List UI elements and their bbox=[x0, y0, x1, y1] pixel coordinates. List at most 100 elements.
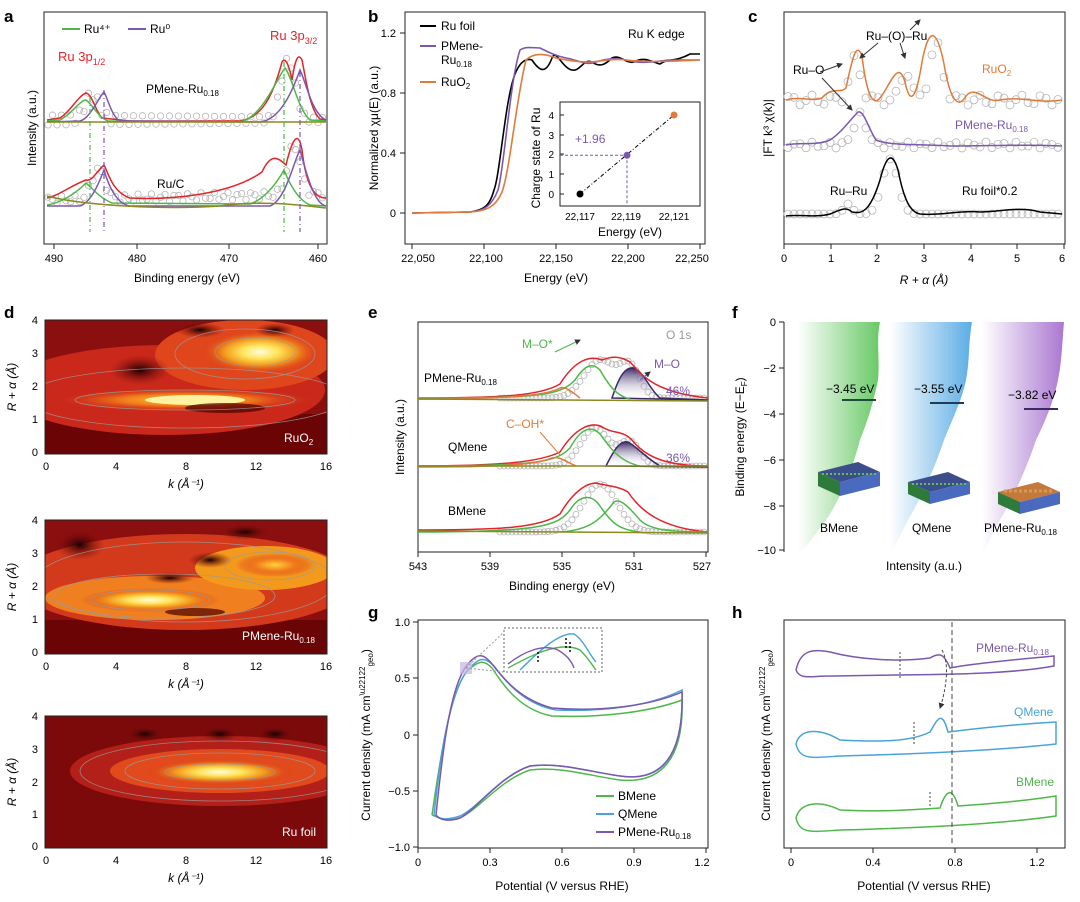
ytick-d1-3: 3 bbox=[32, 348, 38, 360]
exafs-point bbox=[837, 138, 847, 148]
panel-letter-b: b bbox=[368, 7, 378, 26]
curves-e bbox=[417, 356, 709, 534]
panel-letter-f: f bbox=[732, 303, 738, 322]
xps-o1s-point bbox=[612, 361, 620, 368]
xps-o1s-point bbox=[552, 526, 560, 534]
exafs-point bbox=[789, 209, 799, 219]
xlabel-f: Intensity (a.u.) bbox=[886, 559, 962, 573]
xps-ru3p-point bbox=[251, 191, 259, 199]
label-b-edge: Ru K edge bbox=[628, 27, 685, 41]
ytick-d2-4: 4 bbox=[32, 515, 38, 527]
xps-ru3p-point bbox=[129, 112, 138, 120]
ytick-g-1: −0.5 bbox=[388, 786, 410, 798]
xtick-h-2: 0.8 bbox=[947, 857, 962, 869]
xps-ru3p-point bbox=[237, 113, 246, 121]
exafs-point bbox=[891, 141, 901, 151]
xps-ru3p-point bbox=[120, 191, 129, 199]
xps-ru3p-point bbox=[246, 113, 255, 121]
exafs-point bbox=[915, 90, 925, 100]
name-f-pmene: PMene-Ru0.18 bbox=[984, 521, 1057, 537]
xps-ru3p-point bbox=[201, 194, 210, 202]
xps-o1s-point bbox=[640, 526, 648, 534]
exafs-point bbox=[861, 93, 871, 103]
ticks-a bbox=[53, 244, 319, 249]
xps-ru3p-point bbox=[273, 93, 282, 101]
xtick-c-6: 6 bbox=[1059, 253, 1065, 265]
exafs-point bbox=[819, 99, 829, 109]
ytick-d2-3: 3 bbox=[32, 548, 38, 560]
exafs-point bbox=[999, 93, 1009, 103]
ytick-b-2: 0.8 bbox=[381, 88, 396, 100]
xtick-g-1: 0.3 bbox=[482, 857, 497, 869]
exafs-point bbox=[987, 209, 997, 219]
exafs-point bbox=[1005, 143, 1015, 153]
xps-ru3p-point bbox=[206, 194, 214, 203]
xtick-d3-2: 8 bbox=[183, 855, 189, 867]
xps-ru3p-point bbox=[174, 112, 183, 120]
xps-o1s-point bbox=[648, 528, 656, 535]
xtick-g-2: 0.6 bbox=[554, 857, 569, 869]
xtick-b-0: 22,050 bbox=[401, 253, 435, 265]
exafs-point bbox=[843, 135, 853, 145]
xps-o1s-point bbox=[544, 394, 552, 402]
xtick-d1-0: 0 bbox=[43, 461, 49, 473]
xps-ru3p-point bbox=[71, 119, 79, 127]
xps-ru3p-point bbox=[170, 191, 178, 200]
xps-o1s-point bbox=[572, 383, 580, 390]
exafs-point bbox=[1023, 98, 1033, 107]
xtick-e-1: 539 bbox=[481, 561, 499, 573]
xps-o1s-point bbox=[624, 516, 632, 524]
ytick-d3-2: 2 bbox=[32, 777, 38, 789]
xps-o1s-point bbox=[568, 452, 576, 460]
xps-ru3p-point bbox=[161, 190, 169, 199]
xps-o1s-point bbox=[588, 485, 596, 493]
xtick-h-3: 1.2 bbox=[1029, 857, 1044, 869]
name-f-bmene: BMene bbox=[820, 521, 858, 535]
exafs-point bbox=[885, 95, 895, 105]
exafs-point bbox=[1041, 209, 1051, 219]
xlabel-b: Energy (eV) bbox=[524, 271, 588, 285]
exafs-point bbox=[879, 168, 889, 178]
xtick-e-2: 535 bbox=[553, 561, 571, 573]
panel-letter-h: h bbox=[732, 603, 742, 622]
xps-o1s-point bbox=[588, 361, 596, 369]
structures-f bbox=[818, 462, 1060, 514]
xps-o1s-point bbox=[620, 510, 628, 518]
name-h-bmene: BMene bbox=[1016, 775, 1054, 789]
xps-o1s-point bbox=[604, 485, 612, 493]
exafs-point bbox=[891, 86, 901, 96]
xps-ru3p-point bbox=[242, 196, 250, 204]
inset-note: +1.96 bbox=[575, 132, 606, 146]
exafs-point bbox=[879, 143, 889, 153]
xps-ru3p-point bbox=[228, 196, 237, 204]
label-c-pmene: PMene-Ru0.18 bbox=[955, 118, 1028, 134]
label-c-ruru: Ru–Ru bbox=[830, 184, 867, 198]
xtick-c-4: 4 bbox=[968, 253, 974, 265]
xps-ru3p-point bbox=[183, 112, 192, 120]
xps-o1s-point bbox=[576, 377, 584, 385]
exafs-point bbox=[873, 93, 883, 103]
xtick-c-5: 5 bbox=[1014, 253, 1020, 265]
exafs-point bbox=[843, 199, 853, 209]
ytick-d2-0: 0 bbox=[32, 647, 38, 659]
ytick-b-3: 1.2 bbox=[381, 28, 396, 40]
inset-ytick-2: 2 bbox=[548, 150, 554, 161]
exafs-point bbox=[903, 137, 913, 147]
xtick-a-3: 460 bbox=[309, 253, 327, 265]
xps-ru3p-point bbox=[228, 112, 237, 121]
ytick-d1-2: 2 bbox=[32, 381, 38, 393]
xps-o1s-point bbox=[580, 372, 588, 380]
exafs-point bbox=[939, 142, 949, 152]
xtick-c-1: 1 bbox=[828, 253, 834, 265]
exafs-point bbox=[1035, 91, 1045, 101]
xtick-e-4: 527 bbox=[693, 561, 711, 573]
exafs-point bbox=[957, 93, 967, 103]
legend-g: BMene QMene PMene-Ru0.18 bbox=[596, 789, 691, 841]
xps-ru3p-point bbox=[224, 189, 232, 197]
exafs-point bbox=[927, 50, 937, 60]
inset-point-2 bbox=[670, 111, 678, 119]
xlabel-e: Binding energy (eV) bbox=[509, 579, 615, 593]
xps-ru3p-point bbox=[80, 107, 88, 116]
panel-e: e 543 539 535 531 527 Binding energy (eV… bbox=[368, 303, 711, 593]
panel-letter-d: d bbox=[4, 303, 14, 322]
